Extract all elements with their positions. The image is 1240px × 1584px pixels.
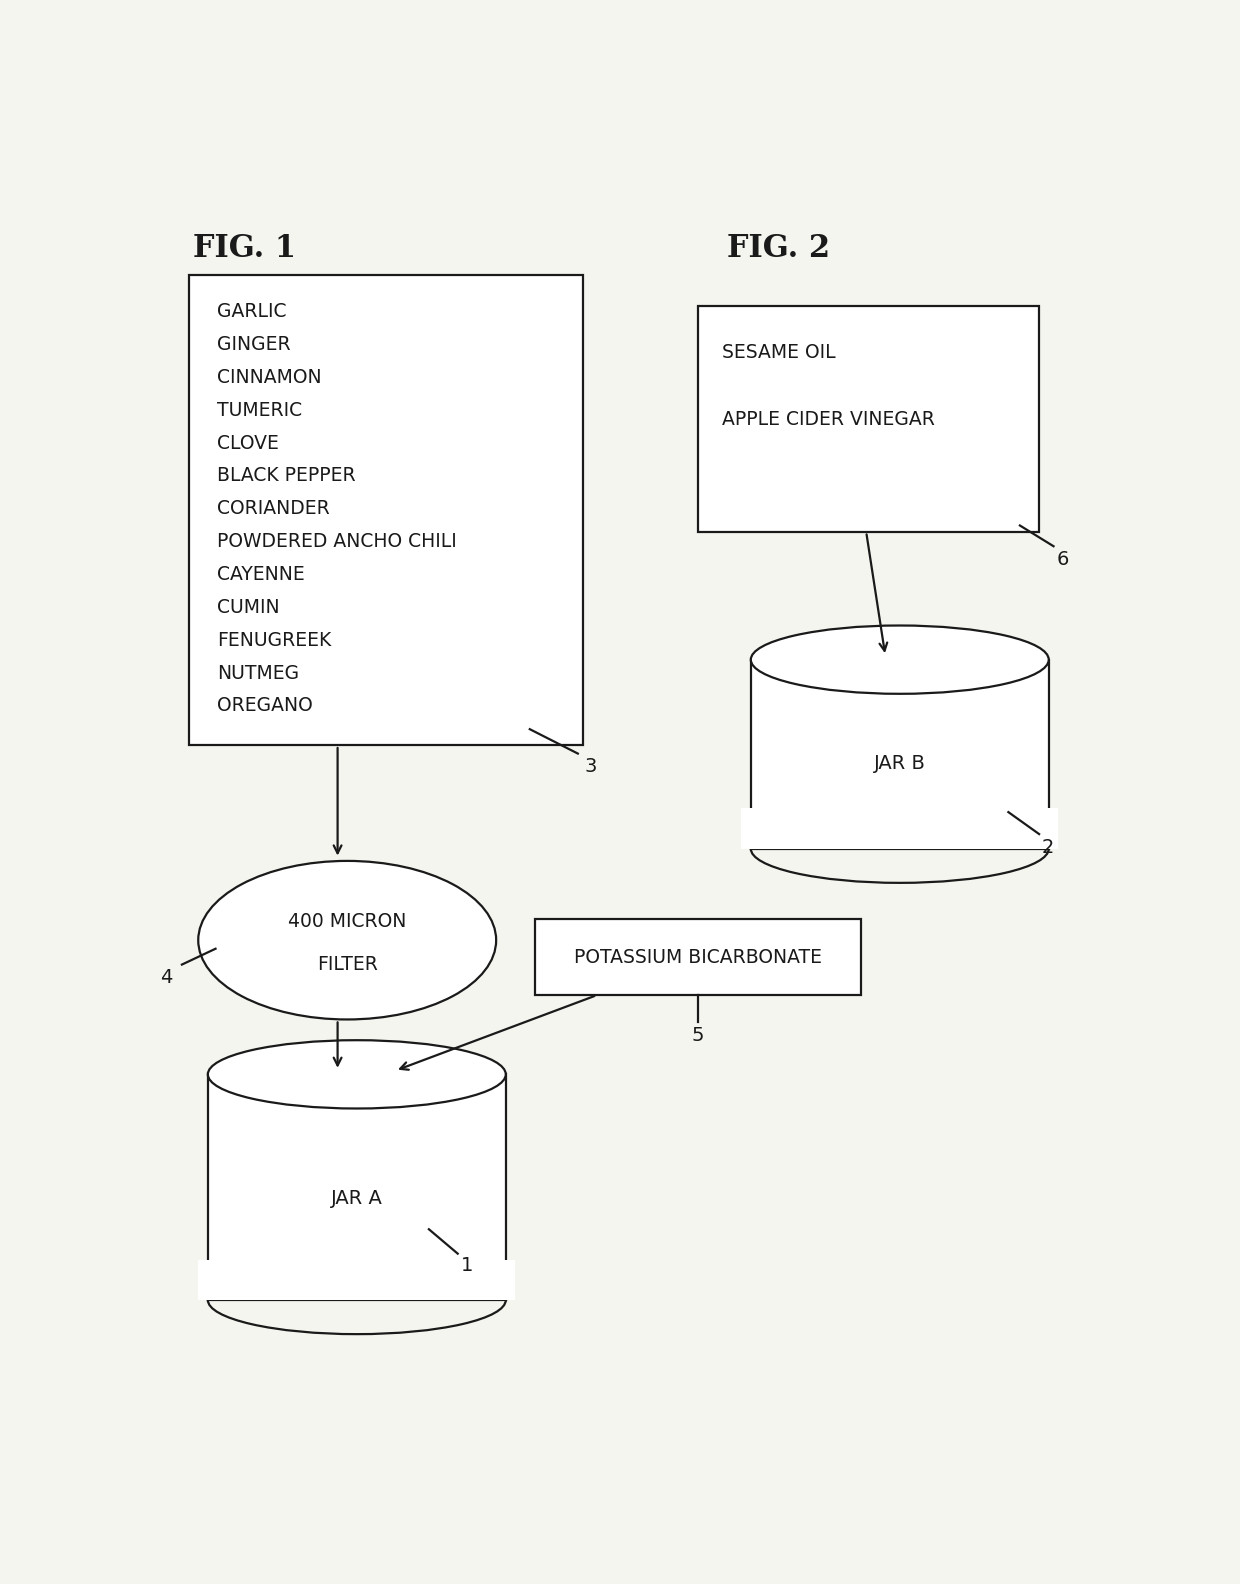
Text: POTASSIUM BICARBONATE: POTASSIUM BICARBONATE bbox=[574, 947, 822, 966]
Text: 5: 5 bbox=[691, 1025, 704, 1044]
Bar bbox=[698, 306, 1039, 532]
Text: APPLE CIDER VINEGAR: APPLE CIDER VINEGAR bbox=[722, 410, 935, 429]
Bar bbox=[188, 276, 583, 744]
Text: POWDERED ANCHO CHILI: POWDERED ANCHO CHILI bbox=[217, 532, 458, 551]
Text: 2: 2 bbox=[1042, 838, 1054, 857]
Text: GINGER: GINGER bbox=[217, 336, 291, 355]
Polygon shape bbox=[208, 1074, 506, 1300]
Text: NUTMEG: NUTMEG bbox=[217, 664, 300, 683]
Text: FIG. 1: FIG. 1 bbox=[193, 233, 296, 265]
Text: CLOVE: CLOVE bbox=[217, 434, 279, 453]
Text: CAYENNE: CAYENNE bbox=[217, 565, 305, 584]
Text: 1: 1 bbox=[460, 1256, 472, 1275]
Polygon shape bbox=[751, 659, 1049, 849]
Text: 400 MICRON: 400 MICRON bbox=[288, 912, 407, 931]
Text: 4: 4 bbox=[160, 968, 172, 987]
Text: JAR B: JAR B bbox=[874, 754, 926, 773]
Text: 3: 3 bbox=[584, 757, 596, 776]
Text: CINNAMON: CINNAMON bbox=[217, 367, 322, 386]
Ellipse shape bbox=[198, 862, 496, 1020]
Text: FENUGREEK: FENUGREEK bbox=[217, 630, 332, 649]
Text: FIG. 2: FIG. 2 bbox=[727, 233, 830, 265]
Text: OREGANO: OREGANO bbox=[217, 697, 314, 716]
Text: GARLIC: GARLIC bbox=[217, 303, 286, 322]
Text: SESAME OIL: SESAME OIL bbox=[722, 342, 836, 361]
Text: JAR A: JAR A bbox=[331, 1190, 383, 1209]
Ellipse shape bbox=[750, 626, 1049, 694]
Bar bbox=[534, 919, 862, 995]
Text: FILTER: FILTER bbox=[316, 955, 378, 974]
Ellipse shape bbox=[208, 1041, 506, 1109]
Text: CORIANDER: CORIANDER bbox=[217, 499, 330, 518]
Text: TUMERIC: TUMERIC bbox=[217, 401, 303, 420]
Bar bbox=[198, 1259, 516, 1300]
Text: CUMIN: CUMIN bbox=[217, 597, 280, 616]
Text: BLACK PEPPER: BLACK PEPPER bbox=[217, 466, 356, 485]
Text: 6: 6 bbox=[1056, 550, 1069, 569]
Bar bbox=[742, 808, 1058, 849]
